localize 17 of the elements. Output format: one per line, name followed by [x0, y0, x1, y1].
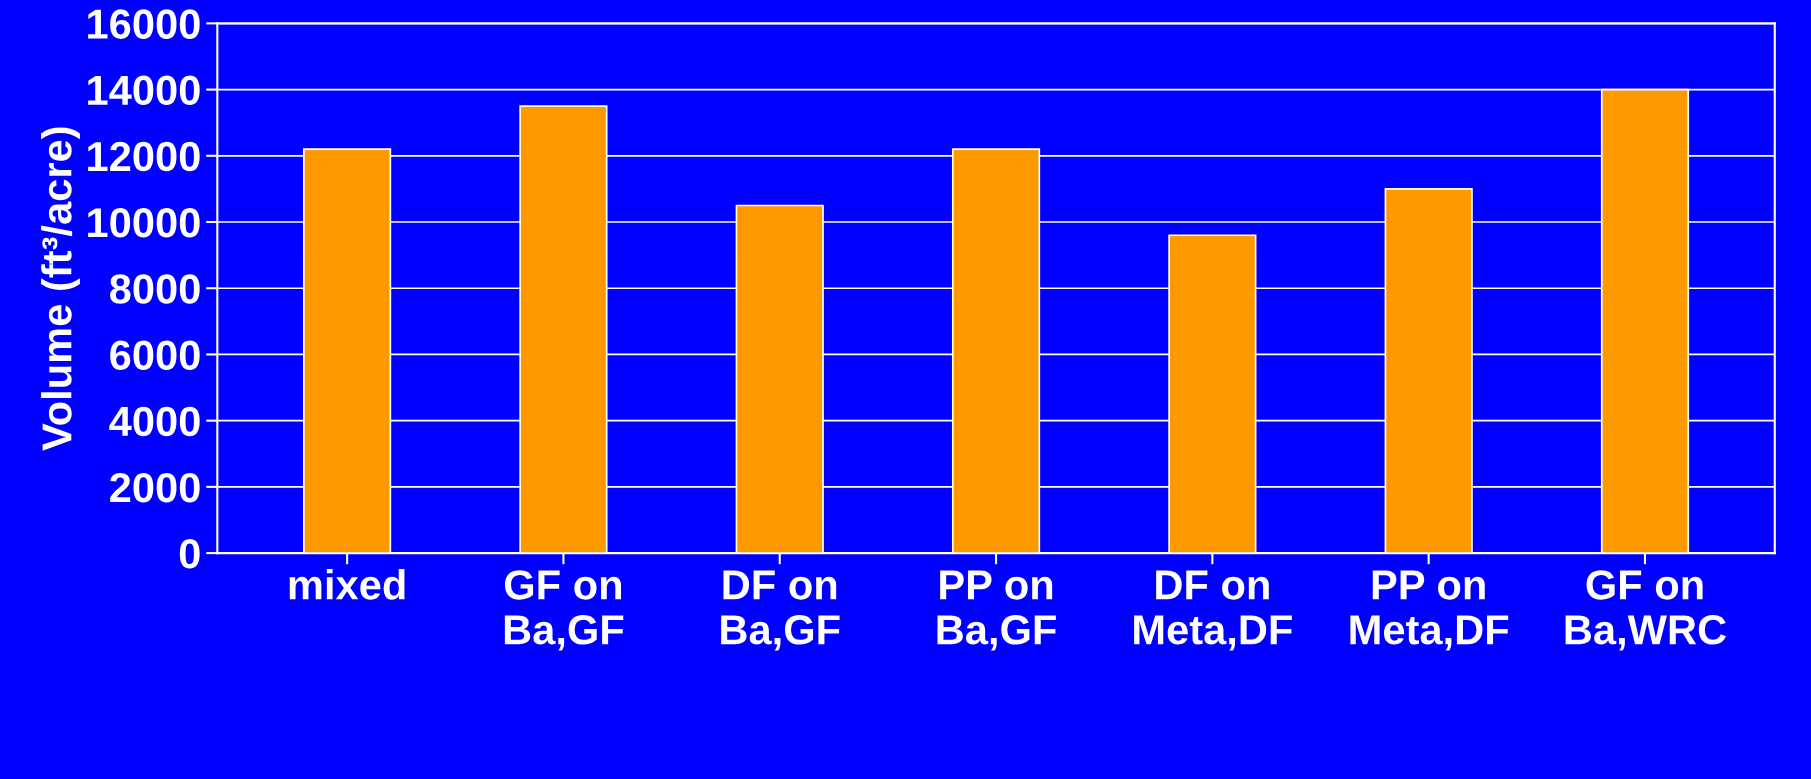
x-tick-label: DF on Meta,DF	[1134, 570, 1292, 651]
y-tick-label: 6000	[110, 340, 200, 370]
y-tick-label: 4000	[109, 406, 200, 437]
y-tick-label: 10000	[88, 208, 200, 238]
y-tick-label: 0	[179, 539, 200, 569]
y-tick-label: 2000	[110, 472, 200, 503]
y-tick-label: 8000	[109, 274, 200, 304]
x-tick-label: GF on Ba,WRC	[1565, 570, 1727, 651]
y-tick-label: 16000	[88, 9, 200, 39]
x-tick-label: PP on Meta,DF	[1350, 570, 1509, 651]
x-tick-label: mixed	[289, 569, 405, 600]
y-tick-label: 12000	[88, 141, 200, 172]
x-tick-label: PP on Ba,GF	[937, 570, 1056, 651]
y-axis-title: Volume (ft³/acre)	[41, 127, 80, 451]
x-tick-label: GF on Ba,GF	[504, 570, 624, 651]
x-tick-label: DF on Ba,GF	[721, 570, 840, 651]
y-tick-label: 14000	[88, 75, 200, 106]
